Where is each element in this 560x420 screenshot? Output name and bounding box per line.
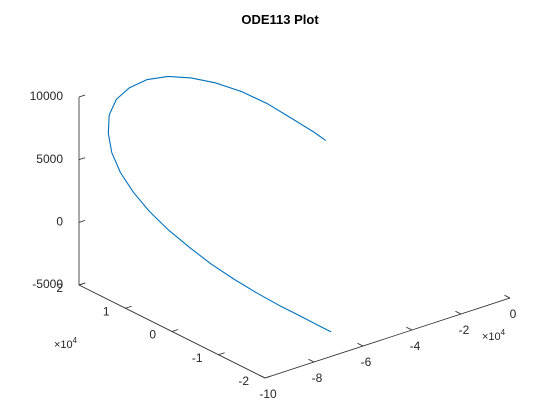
z-tick [78, 94, 86, 98]
z-tick-label: -5000 [32, 277, 63, 291]
chart-title: ODE113 Plot [241, 12, 319, 27]
y-tick-label: -2 [238, 374, 249, 388]
y-tick [125, 305, 132, 309]
x-axis-exponent: ×104 [482, 328, 506, 343]
y-tick [171, 329, 179, 332]
z-tick [78, 157, 86, 161]
y-tick-label: -1 [192, 351, 203, 365]
z-tick-label: 0 [56, 215, 63, 229]
z-tick [78, 282, 86, 286]
x-tick [406, 326, 413, 331]
y-tick-label: 1 [103, 304, 110, 318]
axes: -10-8-6-4-20×104-2-1012×104-500005000100… [30, 89, 517, 401]
x-axis-line [264, 297, 511, 379]
x-tick-label: -6 [361, 355, 372, 369]
x-tick [504, 294, 511, 299]
x-tick-label: -2 [459, 323, 470, 337]
y-tick-label: 2 [56, 281, 63, 295]
y-tick [218, 352, 225, 356]
x-tick [455, 310, 462, 315]
series-line-0 [107, 75, 332, 333]
x-tick-label: -8 [312, 371, 323, 385]
series-layer [107, 75, 332, 333]
x-tick [259, 374, 266, 379]
x-tick-label: -4 [410, 339, 421, 353]
y-axis-exponent: ×104 [54, 336, 78, 351]
y-tick-label: 0 [149, 328, 156, 342]
z-tick-label: 5000 [36, 152, 63, 166]
x-tick-label: 0 [510, 307, 517, 321]
x-tick-label: -10 [259, 387, 277, 401]
x-tick [357, 342, 364, 347]
z-tick [78, 219, 86, 223]
x-tick [308, 358, 315, 363]
z-tick-label: 10000 [30, 89, 64, 103]
y-tick [264, 375, 272, 379]
